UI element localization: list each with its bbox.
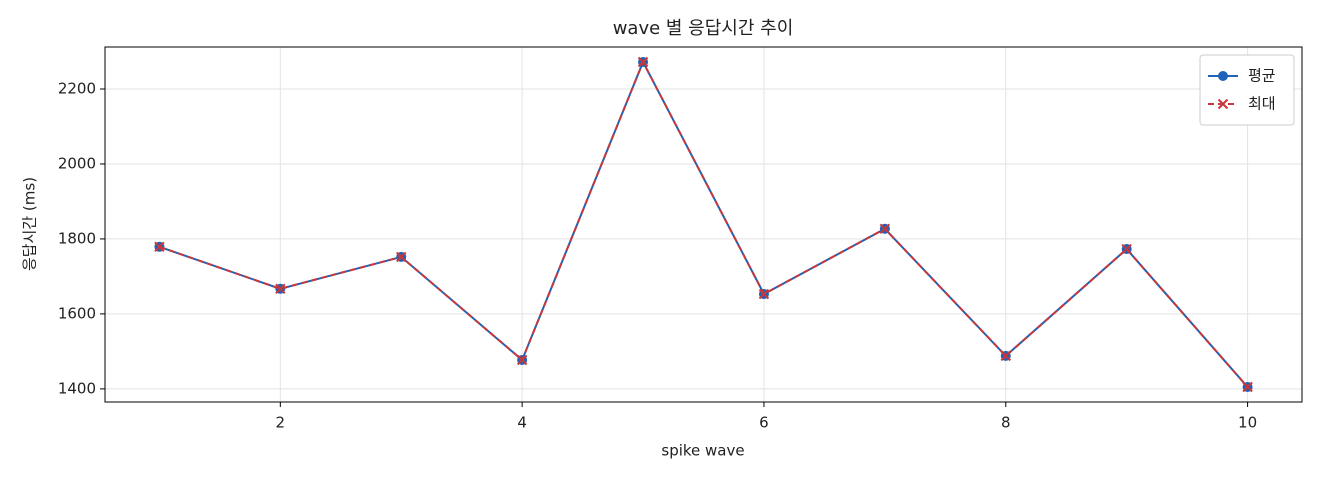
point	[758, 288, 770, 300]
point	[879, 223, 891, 235]
point	[275, 283, 286, 294]
x-tick-label: 10	[1238, 414, 1257, 432]
legend-marker	[1218, 71, 1228, 81]
chart-title: wave 별 응답시간 추이	[613, 18, 794, 39]
y-tick-label: 1800	[58, 229, 96, 247]
point	[396, 251, 407, 263]
series-line	[159, 59, 1249, 388]
legend-marker	[1217, 98, 1229, 110]
x-axis-label: spike wave	[661, 442, 744, 460]
point	[154, 241, 165, 253]
x-tick-label: 4	[517, 414, 527, 432]
grid	[105, 47, 1302, 402]
point	[1000, 350, 1011, 362]
y-tick-label: 2200	[58, 79, 96, 97]
y-axis-label: 응답시간 (ms)	[21, 177, 39, 271]
y-tick-label: 1600	[58, 304, 96, 322]
plot	[154, 56, 1253, 393]
y-tick-label: 2000	[58, 154, 96, 172]
x-tick-label: 2	[276, 414, 286, 432]
x-tick-label: 6	[759, 414, 769, 432]
legend-box	[1199, 54, 1295, 126]
point	[637, 56, 649, 68]
y-tick-label: 1400	[58, 379, 96, 397]
legend-label: 최대	[1248, 95, 1276, 113]
point	[1121, 243, 1132, 255]
point	[1242, 381, 1253, 393]
point	[516, 354, 528, 366]
legend-label: 평균	[1248, 67, 1276, 85]
x-tick-label: 8	[1001, 414, 1011, 432]
plot-frame	[104, 46, 1303, 403]
